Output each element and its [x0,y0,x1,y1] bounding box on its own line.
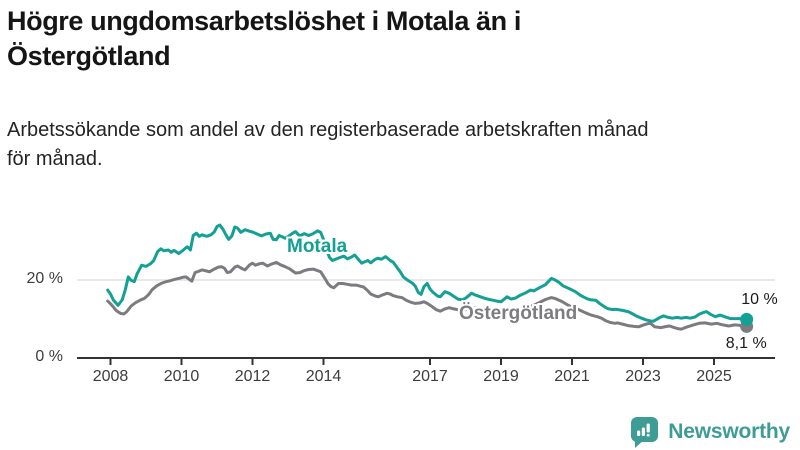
y-tick-label: 20 % [26,270,63,287]
newsworthy-logo: Newsworthy [627,414,790,449]
page-title: Högre ungdomsarbetslöshet i Motala än i … [7,4,747,74]
page-title-line2: Östergötland [7,41,171,71]
newsworthy-logo-text: Newsworthy [668,419,790,443]
x-tick-label: 2010 [163,368,200,385]
end-value-label-ostergotland: 8,1 % [725,335,767,353]
page-subtitle-line1: Arbetssökande som andel av den registerb… [7,119,649,141]
line-motala [106,223,749,323]
x-tick-label: 2012 [234,368,271,385]
x-tick-label: 2019 [483,368,519,385]
y-tick-label: 0 % [35,348,63,365]
x-tick-label: 2021 [554,368,590,385]
series-label-motala: Motala [287,236,348,257]
x-tick-label: 2008 [92,368,129,385]
page-subtitle-line2: för månad. [7,148,103,170]
x-tick-label: 2025 [696,368,732,385]
page-subtitle: Arbetssökande som andel av den registerb… [7,116,787,174]
x-tick-label: 2017 [412,368,448,385]
end-value-label-motala: 10 % [741,291,778,309]
line-ostergotland [106,260,749,331]
end-dot-motala [740,312,754,326]
x-tick-label: 2023 [625,368,661,385]
series-label-ostergotland: Östergötland [459,303,578,324]
newsworthy-speech-bubble-bar-chart-icon [631,417,659,448]
x-tick-label: 2014 [305,368,342,385]
page-title-line1: Högre ungdomsarbetslöshet i Motala än i [7,6,521,36]
